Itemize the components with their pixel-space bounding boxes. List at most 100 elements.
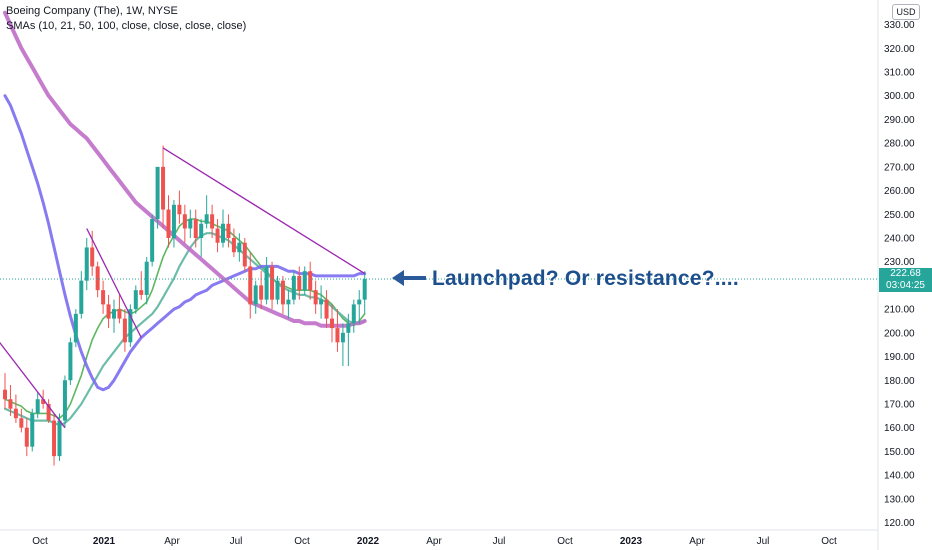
candle [291, 271, 296, 305]
x-tick-label: 2022 [357, 536, 380, 547]
x-tick-label: 2023 [620, 536, 643, 547]
candle-body [357, 299, 362, 305]
candle-body [112, 309, 116, 319]
candle [280, 275, 285, 314]
candle-body [248, 266, 253, 305]
candle [128, 304, 133, 348]
candle-body [166, 209, 171, 238]
last-price-value: 222.68 [890, 268, 921, 279]
y-tick-label: 130.00 [884, 494, 915, 505]
candle [112, 299, 116, 333]
candle-body [231, 237, 236, 253]
candle [226, 214, 231, 248]
candle-body [210, 214, 215, 229]
candle-body [270, 266, 275, 300]
candle-body [237, 242, 242, 253]
x-tick-label: Apr [689, 536, 705, 547]
candle [297, 266, 302, 300]
trendline [0, 341, 66, 429]
candle [155, 166, 160, 229]
candle-body [177, 204, 182, 215]
candle [161, 145, 166, 229]
trendlines [0, 147, 366, 429]
candle [79, 271, 84, 319]
candle-body [171, 204, 176, 238]
candle-body [106, 304, 111, 319]
candle [68, 337, 73, 385]
candle-body [199, 223, 204, 238]
candle [171, 200, 176, 248]
candle-body [117, 309, 122, 319]
y-tick-label: 320.00 [884, 44, 915, 55]
candle [35, 392, 40, 419]
chart-legend: Boeing Company (The), 1W, NYSE SMAs (10,… [6, 4, 246, 34]
candle-body [291, 275, 296, 300]
candle [340, 323, 345, 367]
candle [237, 233, 242, 262]
candle-body [101, 290, 106, 305]
candle-body [24, 427, 29, 447]
y-tick-label: 240.00 [884, 233, 915, 244]
y-tick-label: 270.00 [884, 162, 915, 173]
candle-body [340, 332, 345, 343]
candle-body [215, 228, 220, 243]
candle [19, 408, 24, 433]
candle-body [204, 214, 209, 224]
candle [248, 252, 253, 319]
candle-body [52, 420, 57, 457]
y-tick-label: 310.00 [884, 68, 915, 79]
candle-body [302, 271, 307, 291]
candle [259, 271, 264, 310]
candle-body [13, 408, 18, 419]
candle-body [73, 313, 78, 343]
candle-body [95, 266, 100, 291]
candle [335, 309, 340, 352]
candle [144, 256, 149, 305]
candle [275, 275, 280, 305]
candle [188, 209, 193, 238]
x-tick-label: Apr [164, 536, 180, 547]
candle [302, 266, 307, 295]
candle [62, 375, 67, 428]
chart-annotation: Launchpad? Or resistance?.... [432, 267, 739, 290]
candle-body [324, 299, 329, 319]
candle-body [62, 380, 67, 421]
candle [231, 228, 236, 257]
bar-countdown: 03:04:25 [886, 280, 925, 291]
candle-body [286, 299, 291, 305]
candle-body [35, 399, 40, 414]
candle-body [280, 280, 285, 305]
y-tick-label: 230.00 [884, 257, 915, 268]
candle-body [275, 280, 280, 300]
candle [264, 256, 269, 305]
candle [52, 413, 57, 466]
candle [122, 309, 127, 352]
y-tick-label: 160.00 [884, 423, 915, 434]
candle-body [84, 247, 89, 281]
candle-body [319, 299, 324, 305]
candle [8, 384, 13, 416]
candle [182, 204, 187, 243]
y-tick-label: 280.00 [884, 139, 915, 150]
indicator-legend[interactable]: SMAs (10, 21, 50, 100, close, close, clo… [6, 20, 247, 32]
candle-body [226, 223, 231, 238]
sma-line-sma-21 [3, 232, 366, 427]
price-axis[interactable]: 120.00 130.00 140.00 150.00 160.00 170.00 180.… [884, 20, 915, 529]
candle-body [182, 214, 187, 229]
symbol-title[interactable]: Boeing Company (The), 1W, NYSE [6, 5, 178, 17]
x-tick-label: 2021 [93, 536, 116, 547]
candle-body [313, 290, 318, 305]
candle-body [57, 420, 62, 457]
candle-body [264, 266, 269, 300]
currency-badge[interactable]: USD [892, 4, 920, 20]
candle [242, 237, 247, 272]
y-tick-label: 300.00 [884, 91, 915, 102]
y-tick-label: 290.00 [884, 115, 915, 126]
y-tick-label: 190.00 [884, 352, 915, 363]
time-axis[interactable]: Oct 2021 Apr Jul Oct 2022 Apr Jul Oct 2023 Apr Jul O… [32, 536, 837, 547]
candle-body [150, 219, 155, 262]
candle-body [193, 219, 198, 238]
candle-body [335, 328, 340, 343]
candle [150, 214, 155, 267]
